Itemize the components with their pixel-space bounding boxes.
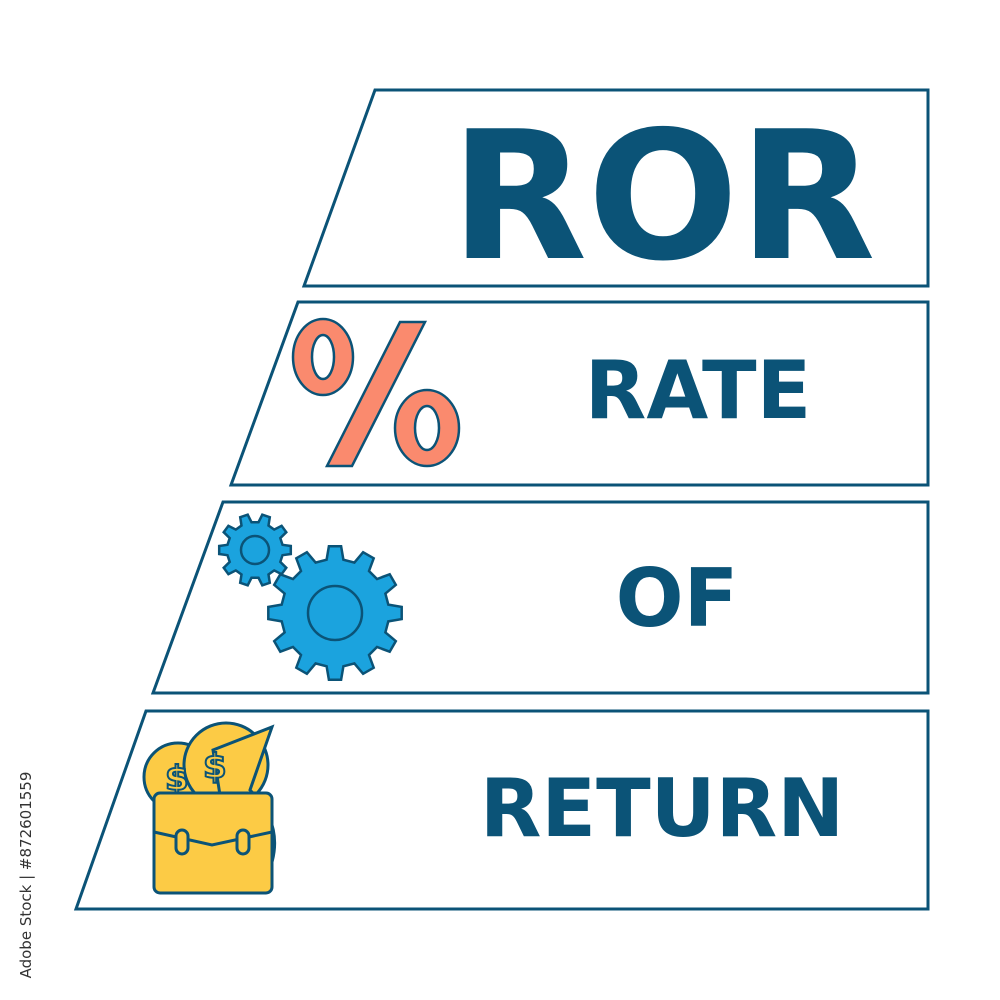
gears-icon bbox=[217, 513, 403, 681]
word-rate: RATE bbox=[585, 344, 812, 437]
panel-return bbox=[73, 709, 930, 911]
large-gear-hub bbox=[306, 584, 364, 642]
word-return: RETURN bbox=[480, 762, 844, 855]
percent-icon bbox=[291, 317, 461, 468]
small-gear-hub bbox=[239, 534, 271, 566]
briefcase-money-icon: $ $ bbox=[142, 721, 277, 895]
word-of: OF bbox=[616, 552, 739, 645]
acronym-title: ROR bbox=[450, 93, 875, 300]
panel-acronym bbox=[301, 88, 930, 288]
watermark-credit: Adobe Stock | #872601559 bbox=[17, 771, 35, 979]
svg-text:$: $ bbox=[203, 747, 227, 787]
